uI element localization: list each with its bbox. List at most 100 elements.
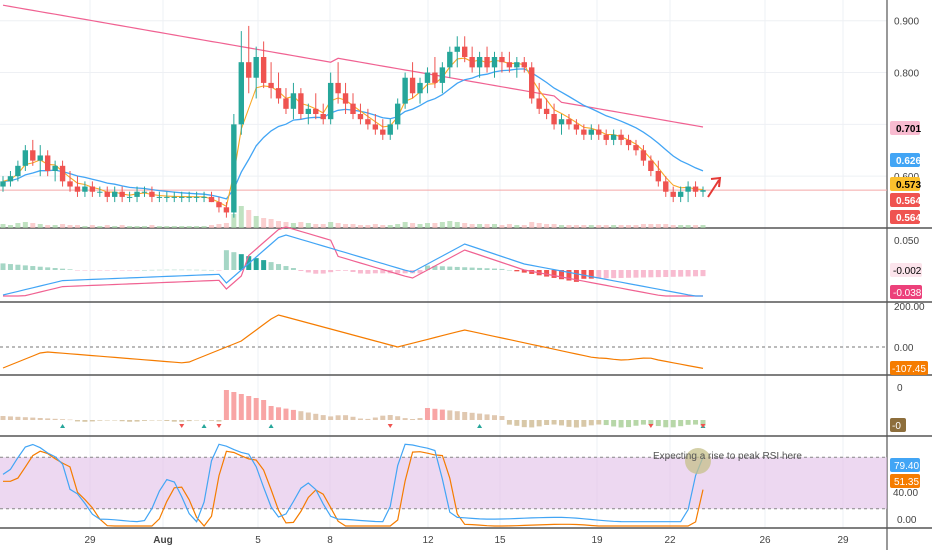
candle-body: [596, 129, 602, 135]
volume-bar: [372, 224, 378, 228]
momentum-bar: [134, 420, 140, 422]
momentum-pane[interactable]: [0, 390, 706, 428]
macd-hist-bar: [566, 270, 572, 281]
price-label-box: [890, 121, 920, 135]
candle-body: [618, 134, 624, 140]
annotation-highlight-circle[interactable]: [685, 448, 711, 474]
candle-body: [201, 196, 207, 198]
macd-hist-bar: [45, 267, 51, 270]
candle-body: [260, 57, 267, 83]
momentum-bar: [514, 420, 520, 426]
volume-bar: [573, 225, 579, 228]
candle-body: [357, 114, 364, 120]
volume-bar: [529, 222, 535, 228]
candle-body: [603, 134, 609, 140]
time-tick-label: 8: [327, 535, 333, 546]
volume-bar: [417, 224, 423, 228]
candle-body: [372, 124, 379, 130]
stoch-rsi-pane[interactable]: [0, 443, 887, 527]
candle-body: [126, 196, 133, 198]
momentum-bar: [67, 419, 73, 421]
candle-body: [581, 129, 587, 135]
macd-hist-bar: [439, 266, 445, 270]
volume-bar: [380, 225, 386, 228]
candle-body: [82, 186, 88, 192]
candle-body: [305, 108, 312, 114]
volume-bar: [186, 226, 192, 228]
volume-bar: [447, 221, 453, 228]
macd-hist-bar: [298, 270, 304, 271]
momentum-bar: [402, 418, 408, 420]
price-pane[interactable]: [0, 4, 887, 228]
price-label-box: [890, 153, 920, 167]
arrow-up-icon[interactable]: [707, 176, 722, 198]
price-label-box: [890, 193, 920, 207]
signal-arrow-icon: [60, 424, 66, 428]
volume-bar: [89, 225, 95, 228]
macd-hist-bar: [313, 270, 319, 274]
candle-body: [484, 57, 490, 68]
cci-pane[interactable]: [0, 314, 887, 369]
volume-bar: [97, 226, 103, 228]
macd-hist-bar: [320, 270, 326, 274]
macd-hist-bar: [290, 268, 296, 270]
volume-bar: [343, 224, 349, 228]
candle-body: [22, 150, 29, 166]
macd-hist-bar: [238, 254, 244, 270]
macd-hist-bar: [149, 269, 155, 271]
candle-body: [7, 176, 14, 182]
momentum-bar: [97, 420, 103, 421]
macd-label-box: [890, 285, 922, 299]
candle-body: [313, 108, 319, 114]
volume-bar: [30, 223, 36, 228]
candle-body: [44, 155, 51, 171]
candle-body: [566, 119, 572, 125]
momentum-bar: [618, 420, 624, 428]
candle-body: [365, 119, 371, 125]
price-axis[interactable]: 0.9000.8000.7000.6000.7010.6260.5730.564…: [890, 17, 928, 526]
momentum-bar: [238, 394, 244, 420]
candle-body: [350, 103, 356, 114]
time-axis[interactable]: 29 Aug 5 8 12 15 19 22 26 29: [84, 535, 849, 546]
macd-hist-bar: [469, 267, 475, 270]
cci-label-text: -107.45: [892, 364, 926, 375]
momentum-bar: [112, 420, 118, 421]
volume-bar: [0, 224, 6, 228]
macd-hist-bar: [141, 269, 147, 271]
candle-body: [439, 67, 446, 83]
signal-arrow-icon: [387, 424, 393, 428]
signal-arrow-icon: [216, 424, 222, 428]
time-tick-label: 5: [255, 535, 261, 546]
volume-bar: [209, 225, 215, 228]
candle-body: [0, 181, 6, 187]
macd-hist-bar: [596, 270, 602, 279]
macd-hist-bar: [67, 269, 73, 270]
macd-hist-bar: [618, 270, 624, 278]
momentum-bar: [179, 420, 185, 422]
momentum-label-text: -0: [892, 421, 901, 432]
macd-hist-bar: [573, 270, 579, 282]
macd-hist-bar: [581, 270, 587, 279]
momentum-bar: [529, 420, 535, 428]
volume-bar: [633, 225, 639, 228]
candle-body: [380, 129, 386, 135]
macd-hist-bar: [521, 270, 527, 273]
macd-hist-bar: [663, 270, 669, 277]
candle-body: [543, 108, 550, 114]
price-label-text: 0.573: [896, 180, 921, 191]
macd-pane[interactable]: [0, 226, 706, 297]
momentum-bar: [127, 420, 133, 422]
candle-body: [238, 62, 244, 125]
candle-body: [141, 191, 148, 193]
rsi-annotation-text[interactable]: Expecting a rise to peak RSI here: [653, 451, 802, 462]
momentum-bar: [469, 412, 475, 420]
volume-bar: [566, 225, 572, 228]
price-label-box: [890, 210, 920, 224]
momentum-bar: [283, 408, 289, 420]
candle-body: [320, 114, 326, 120]
macd-hist-bar: [678, 270, 684, 277]
stoch-k-line: [2, 443, 704, 523]
volume-bar: [611, 225, 617, 228]
momentum-bar: [544, 420, 550, 425]
